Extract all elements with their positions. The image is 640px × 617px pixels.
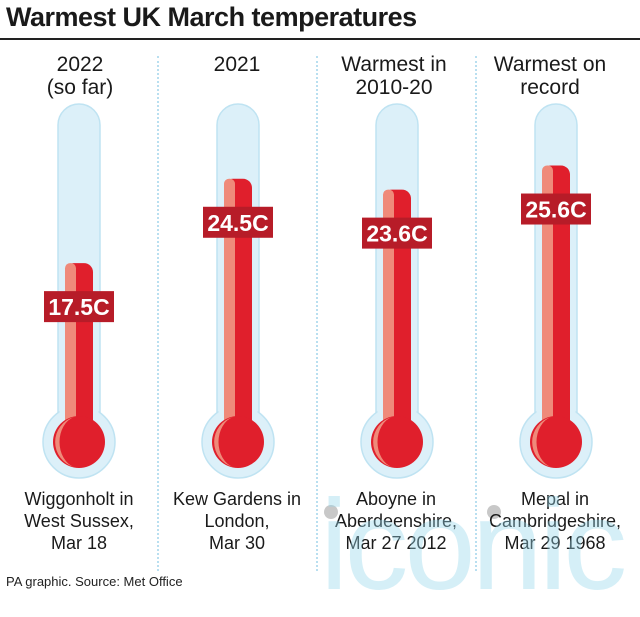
bar-highlight	[542, 165, 553, 442]
bar-highlight	[383, 189, 394, 442]
column-heading: Warmest in 2010-20	[319, 53, 469, 99]
location-text: Kew Gardens in London, Mar 30	[172, 489, 302, 553]
data-label: 17.5C	[48, 294, 109, 320]
mercury-bulb	[530, 416, 582, 468]
location-label: Mepal in Cambridgeshire, Mar 29 1968	[476, 488, 634, 554]
watermark-logo: iconic	[320, 474, 627, 617]
mercury-bulb	[371, 416, 423, 468]
column-heading: 2022 (so far)	[5, 53, 155, 99]
bar-highlight	[65, 263, 76, 442]
tick-label: Warmest on record	[493, 53, 607, 99]
location-label: Aboyne in Aberdeenshire, Mar 27 2012	[317, 488, 475, 554]
mercury-bulb-highlight	[214, 417, 233, 467]
location-text: Mepal in Cambridgeshire, Mar 29 1968	[488, 489, 622, 553]
data-label-box	[521, 193, 591, 225]
data-label: 25.6C	[525, 197, 586, 223]
data-label-box	[203, 206, 273, 238]
data-label-box	[44, 291, 114, 323]
data-label: 23.6C	[366, 221, 427, 247]
column-divider	[475, 56, 477, 571]
mercury-bulb	[212, 416, 264, 468]
mercury-bulb-highlight	[55, 417, 74, 467]
mercury-bulb	[53, 416, 105, 468]
column-heading: 2021	[162, 53, 312, 76]
bar-highlight	[224, 178, 235, 442]
location-text: Aboyne in Aberdeenshire, Mar 27 2012	[334, 489, 458, 553]
location-text: Wiggonholt in West Sussex, Mar 18	[24, 489, 134, 553]
title-rule	[0, 38, 640, 40]
data-label-box	[362, 217, 432, 249]
tick-label: Warmest in 2010-20	[341, 53, 447, 99]
mercury-bulb-highlight	[532, 417, 551, 467]
mercury-bulb-highlight	[373, 417, 392, 467]
watermark-dot	[487, 505, 501, 519]
chart-title: Warmest UK March temperatures	[6, 2, 417, 32]
column-heading: Warmest on record	[475, 53, 625, 99]
watermark-dot	[324, 505, 338, 519]
tick-label: 2021	[213, 53, 261, 76]
location-label: Wiggonholt in West Sussex, Mar 18	[0, 488, 158, 554]
data-label: 24.5C	[207, 210, 268, 236]
location-label: Kew Gardens in London, Mar 30	[158, 488, 316, 554]
thermometer-chart: 17.5C 24.5C 23.6C 25.6C	[42, 103, 593, 519]
column-divider	[157, 56, 159, 571]
source-note: PA graphic. Source: Met Office	[6, 574, 183, 589]
column-divider	[316, 56, 318, 571]
tick-label: 2022 (so far)	[46, 53, 114, 99]
